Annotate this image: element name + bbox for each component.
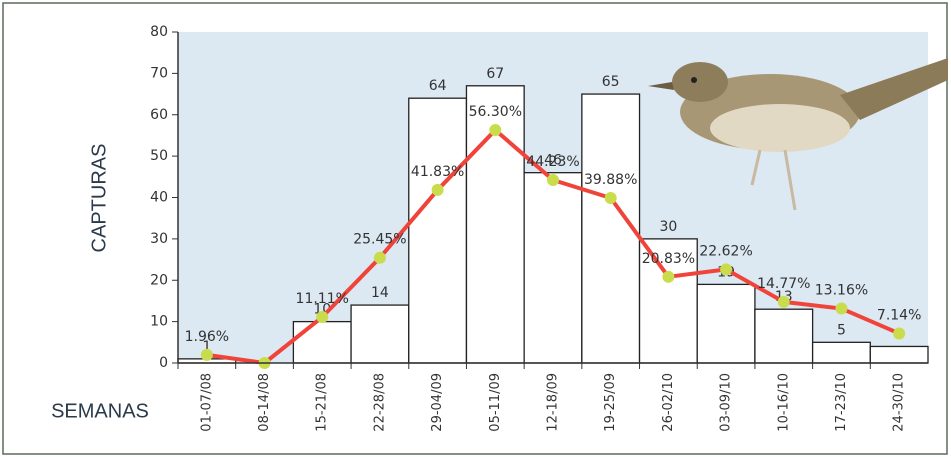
x-tick-label: 05-11/09 [488,373,503,432]
x-tick-label: 29-04/09 [430,373,445,432]
line-value-label: 25.45% [353,232,406,248]
bar [523,172,583,364]
line-marker [604,191,617,204]
bar [754,308,814,364]
bar-value-label: 65 [602,74,620,90]
x-tick-label: 08-14/08 [257,373,272,432]
y-tick-label: 60 [150,107,168,123]
bar-value-label: 67 [486,66,504,82]
bird-belly [710,104,850,152]
line-marker [373,251,386,264]
bird-leg [783,149,797,211]
bar [408,97,468,364]
x-tick-label: 15-21/08 [315,373,330,432]
line-value-label: 13.16% [815,283,868,299]
y-tick-label: 80 [150,24,168,40]
x-tick-label: 26-02/10 [661,373,676,432]
bird-beak [648,82,674,90]
line-value-label: 14.77% [757,276,810,292]
bar [350,304,410,364]
y-axis-label: CAPTURAS [88,144,110,253]
y-tick-label: 50 [150,148,168,164]
bar [696,283,756,364]
bar-value-label: 30 [659,219,677,235]
x-tick-label: 19-25/09 [603,373,618,432]
line-value-label: 41.83% [411,164,464,180]
x-tick-label: 01-07/08 [199,373,214,432]
bird-tail [840,58,948,120]
line-marker [777,295,790,308]
y-tick-label: 10 [150,314,168,330]
bar-value-label: 46 [544,153,562,169]
bar [292,320,352,364]
x-tick-label: 17-23/10 [834,373,849,432]
line-marker [489,124,502,137]
bar-value-label: 14 [371,285,389,301]
bird [648,58,948,211]
line-value-label: 7.14% [877,307,921,323]
line-value-label: 44.23% [526,154,579,170]
y-tick-label: 70 [150,65,168,81]
line-marker [893,327,906,340]
bar [811,341,871,364]
bird-head [672,62,728,102]
x-tick-label: 22-28/08 [372,373,387,432]
x-tick-label: 03-09/10 [719,373,734,432]
bird-leg [750,149,762,186]
bar-value-label: 5 [837,322,846,338]
line-marker [835,302,848,315]
y-tick-label: 0 [159,355,168,371]
x-axis-label: SEMANAS [51,400,149,422]
bar [869,345,929,364]
line-marker [316,311,329,324]
line-value-label: 39.88% [584,172,637,188]
x-tick-label: 10-16/10 [776,373,791,432]
line-value-label: 20.83% [642,251,695,267]
bird-eye [691,77,697,83]
line-marker [662,270,675,283]
x-tick-label: 24-30/10 [892,373,907,432]
line-marker [200,348,213,361]
bar-value-label: 1 [202,339,211,355]
line-value-label: 1.96% [185,329,229,345]
line-marker [547,173,559,186]
line-value-label: 11.11% [296,291,349,307]
y-tick-label: 40 [150,190,168,206]
bar [581,93,641,364]
line-marker [720,263,733,276]
line-value-label: 56.30% [469,104,522,120]
y-tick-label: 30 [150,231,168,247]
x-tick-label: 12-18/09 [546,373,561,432]
line-value-label: 22.62% [699,243,752,259]
bar [638,238,698,364]
y-tick-label: 20 [150,272,168,288]
bar-value-label: 64 [429,78,447,94]
line-marker [431,183,444,196]
